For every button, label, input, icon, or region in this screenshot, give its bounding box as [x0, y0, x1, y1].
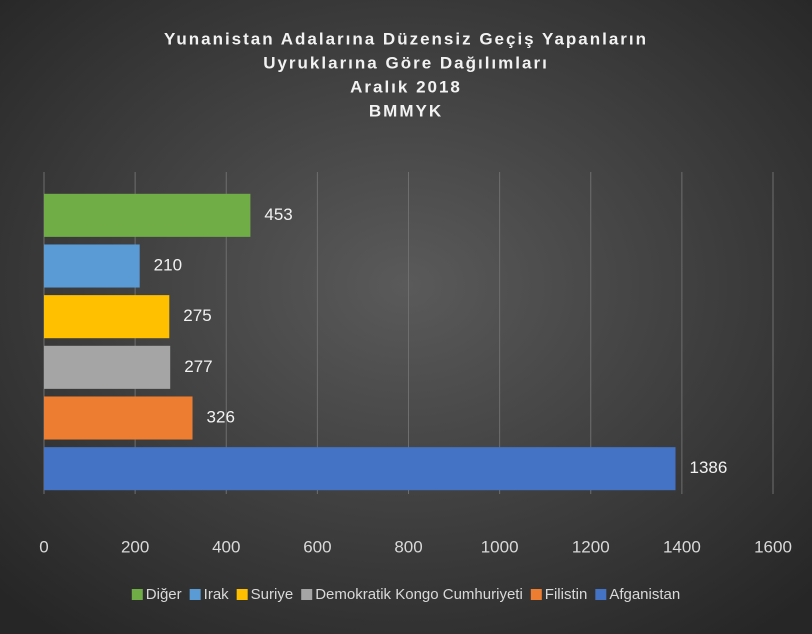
bar: [44, 244, 140, 288]
bar: [44, 396, 193, 440]
x-tick-label: 0: [39, 537, 48, 556]
value-label: 1386: [689, 458, 727, 477]
legend-label: Filistin: [545, 586, 588, 603]
value-label: 453: [264, 205, 292, 224]
x-tick-label: 800: [394, 537, 422, 556]
legend-label: Diğer: [146, 586, 182, 603]
legend-label: Demokratik Kongo Cumhuriyeti: [315, 586, 523, 603]
x-tick-label: 1200: [572, 537, 610, 556]
bar: [44, 345, 171, 389]
legend-swatch: [236, 589, 248, 600]
legend: Diğer Irak Suriye Demokratik Kongo Cumhuriy…: [131, 586, 680, 603]
value-label: 275: [183, 306, 211, 325]
legend-swatch: [301, 589, 313, 600]
x-tick-label: 1600: [754, 537, 792, 556]
x-tick-label: 600: [303, 537, 331, 556]
chart-title: Yunanistan Adalarına Düzensiz Geçiş Yapa…: [164, 29, 648, 48]
legend-label: Afganistan: [609, 586, 680, 603]
legend-swatch: [131, 589, 143, 600]
x-tick-label: 400: [212, 537, 240, 556]
value-label: 326: [207, 407, 235, 426]
legend-swatch: [189, 589, 201, 600]
value-label: 210: [154, 255, 182, 274]
chart-title: Uyruklarına Göre Dağılımları: [263, 53, 549, 72]
legend-label: Suriye: [251, 586, 294, 603]
legend-swatch: [595, 589, 607, 600]
value-label: 277: [184, 357, 212, 376]
x-tick-label: 1400: [663, 537, 701, 556]
bar: [44, 295, 170, 339]
x-tick-label: 200: [121, 537, 149, 556]
bar: [44, 447, 676, 491]
bar: [44, 193, 251, 237]
chart-title: BMMYK: [369, 101, 443, 120]
legend-swatch: [530, 589, 542, 600]
x-tick-label: 1000: [481, 537, 519, 556]
chart-title: Aralık 2018: [350, 77, 462, 96]
legend-label: Irak: [204, 586, 230, 603]
